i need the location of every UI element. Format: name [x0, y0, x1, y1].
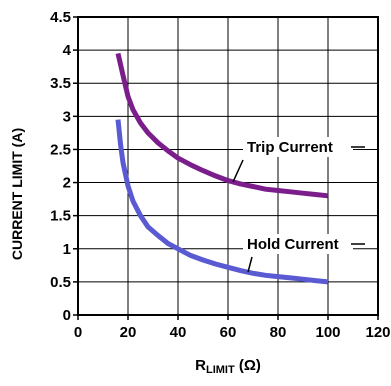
y-tick-label: 1.5: [50, 208, 71, 225]
x-tick-label: 20: [120, 324, 137, 341]
x-axis-label-sub: LIMIT: [206, 364, 235, 376]
x-tick-label: 0: [74, 324, 82, 341]
annotation-background: [243, 137, 353, 157]
series-line-trip-current: [115, 52, 329, 199]
annotation-leader: [232, 159, 244, 183]
annotation-background: [243, 234, 353, 254]
x-tick-label: 120: [365, 324, 390, 341]
annotation-trip-current: Trip Current: [247, 139, 333, 156]
y-tick-label: 1: [63, 241, 71, 258]
y-tick-label: 4.5: [50, 9, 71, 26]
y-tick-label: 0: [63, 307, 71, 324]
x-axis-label-main: R: [195, 357, 206, 374]
series-layer: [115, 52, 329, 285]
y-tick-label: 3.5: [50, 75, 71, 92]
y-tick-label: 4: [63, 42, 72, 59]
y-tick-label: 3: [63, 108, 71, 125]
x-tick-label: 100: [315, 324, 340, 341]
y-axis-label: CURRENT LIMIT (A): [9, 128, 25, 260]
x-axis-label-unit: (Ω): [235, 357, 261, 374]
annotation-layer: Trip Current Hold Current: [232, 137, 365, 273]
y-tick-label: 0.5: [50, 274, 71, 291]
x-axis-label: RLIMIT (Ω): [195, 357, 261, 376]
annotation-leader: [247, 256, 253, 273]
y-tick-label: 2: [63, 175, 71, 192]
series-line-hold-current: [115, 119, 329, 285]
y-tick-label: 2.5: [50, 141, 71, 158]
x-tick-label: 60: [220, 324, 237, 341]
annotation-hold-current: Hold Current: [247, 236, 339, 253]
x-tick-label: 80: [270, 324, 287, 341]
x-tick-label: 40: [170, 324, 187, 341]
tick-layer: 0 20 40 60 80 100 120 0 0.5 1 1.5 2 2.5 3 3.5 4 4.5: [50, 9, 390, 341]
